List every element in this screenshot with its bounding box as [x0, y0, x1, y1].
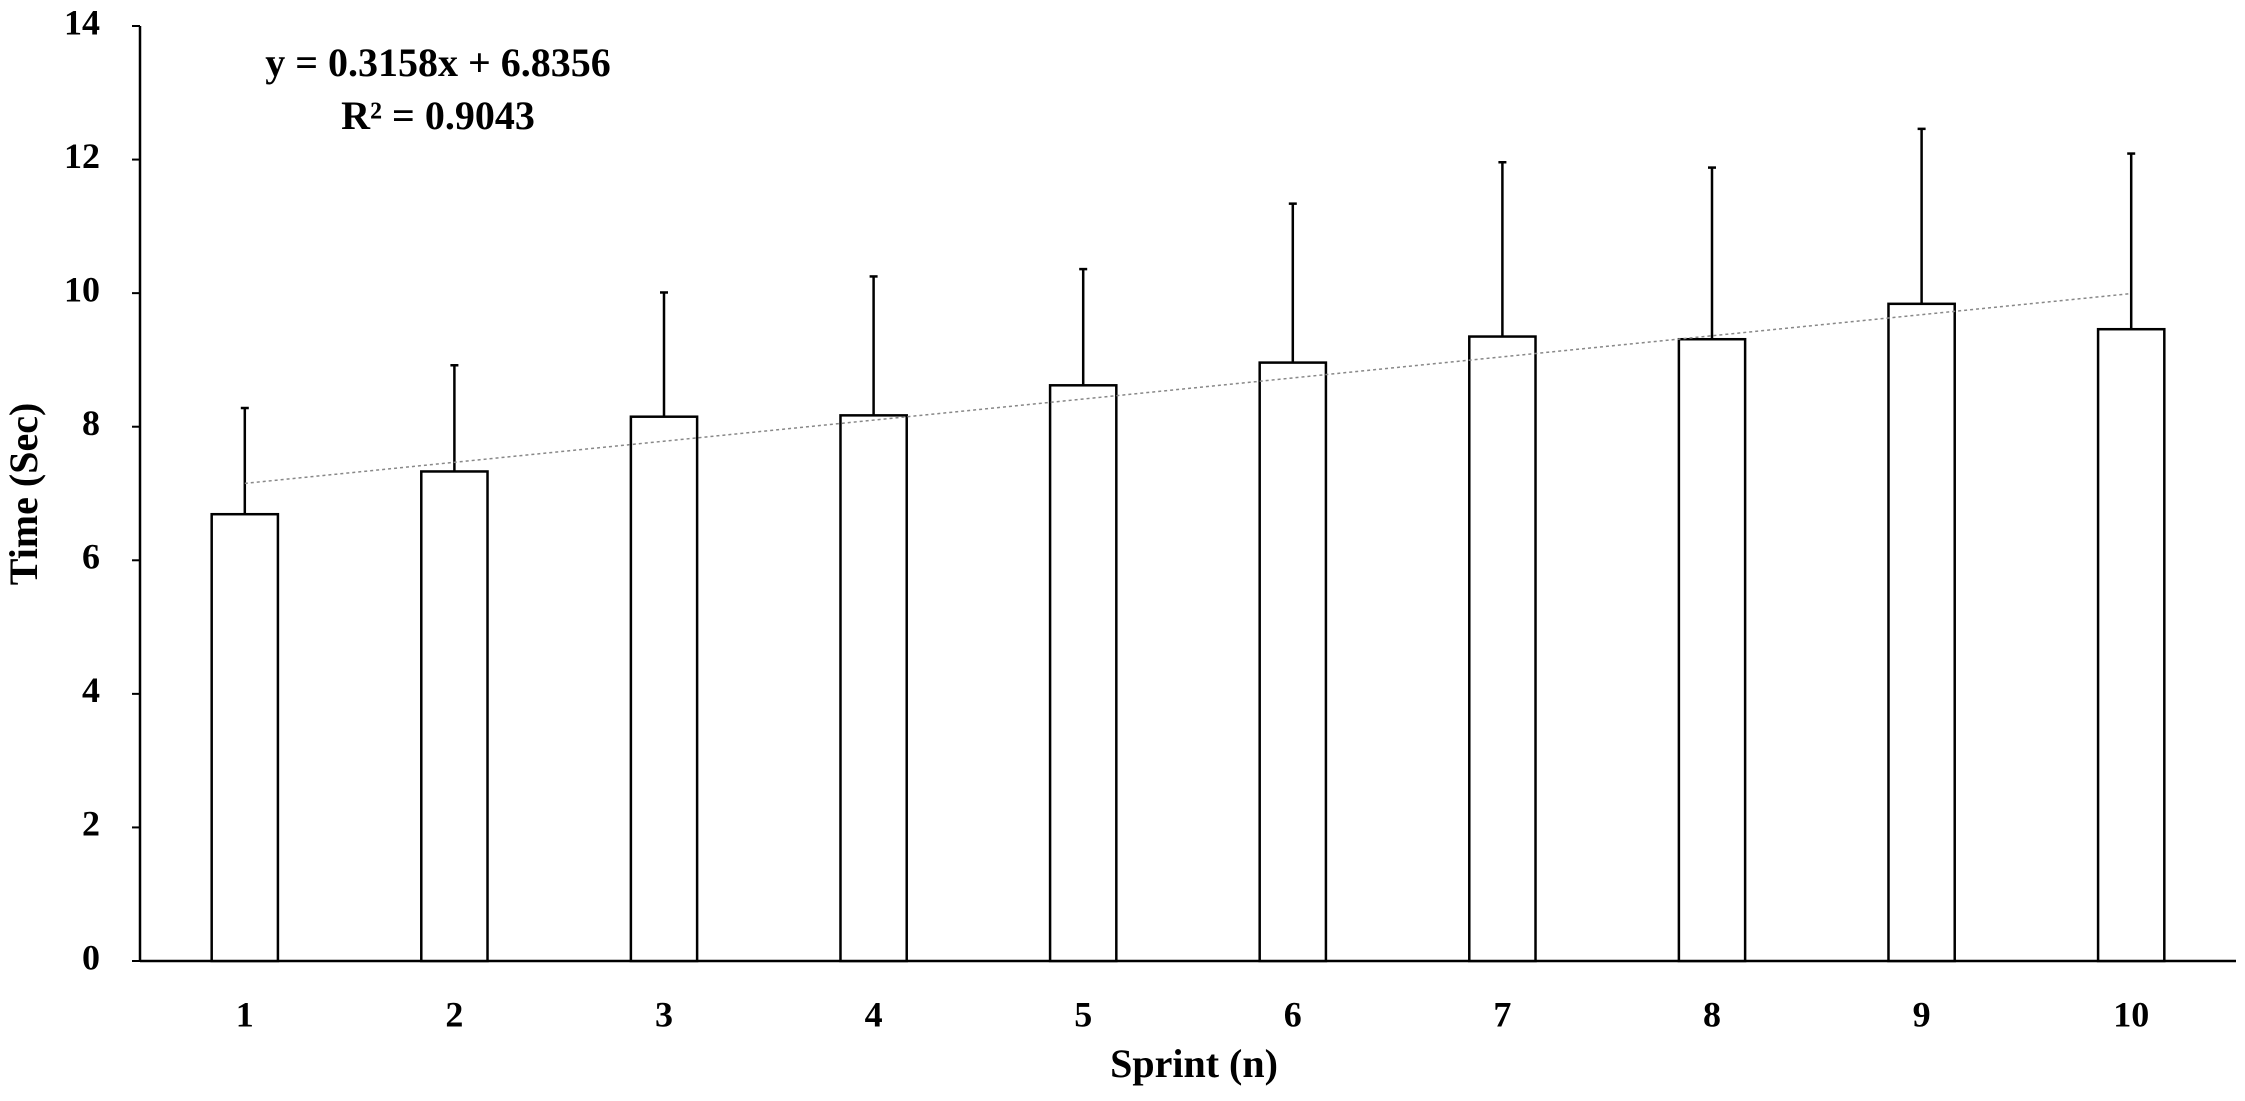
bar	[1677, 337, 1747, 963]
y-tick-label: 12	[64, 136, 100, 176]
x-tick-label: 6	[1284, 994, 1302, 1034]
x-tick-label: 9	[1913, 994, 1931, 1034]
x-tick-label: 2	[445, 994, 463, 1034]
y-tick-label: 6	[82, 537, 100, 577]
bar	[420, 470, 489, 963]
trendline	[244, 292, 2132, 485]
x-tick-label: 8	[1703, 994, 1721, 1034]
y-axis-label: Time (Sec)	[1, 403, 46, 586]
bar	[2096, 327, 2166, 963]
bar	[1468, 335, 1537, 963]
y-tick-label: 10	[64, 269, 100, 309]
x-tick-label: 5	[1074, 994, 1092, 1034]
y-tick-label: 0	[82, 937, 100, 977]
y-tick-label: 14	[64, 2, 100, 42]
x-tick-label: 3	[655, 994, 673, 1034]
y-tick-label: 4	[82, 670, 100, 710]
bar	[1887, 302, 1956, 963]
x-axis-label: Sprint (n)	[1110, 1041, 1278, 1086]
bar	[1258, 361, 1328, 963]
trendline-equation: y = 0.3158x + 6.8356	[265, 40, 611, 85]
r-squared: R² = 0.9043	[341, 93, 535, 138]
x-tick-label: 4	[865, 994, 883, 1034]
bar	[210, 512, 280, 963]
x-tick-label: 7	[1493, 994, 1511, 1034]
y-tick-label: 8	[82, 403, 100, 443]
bar	[839, 414, 908, 963]
x-tick-label: 10	[2113, 994, 2149, 1034]
bar	[1048, 384, 1118, 963]
y-tick-label: 2	[82, 804, 100, 844]
bar	[629, 415, 699, 963]
x-tick-label: 1	[236, 994, 254, 1034]
